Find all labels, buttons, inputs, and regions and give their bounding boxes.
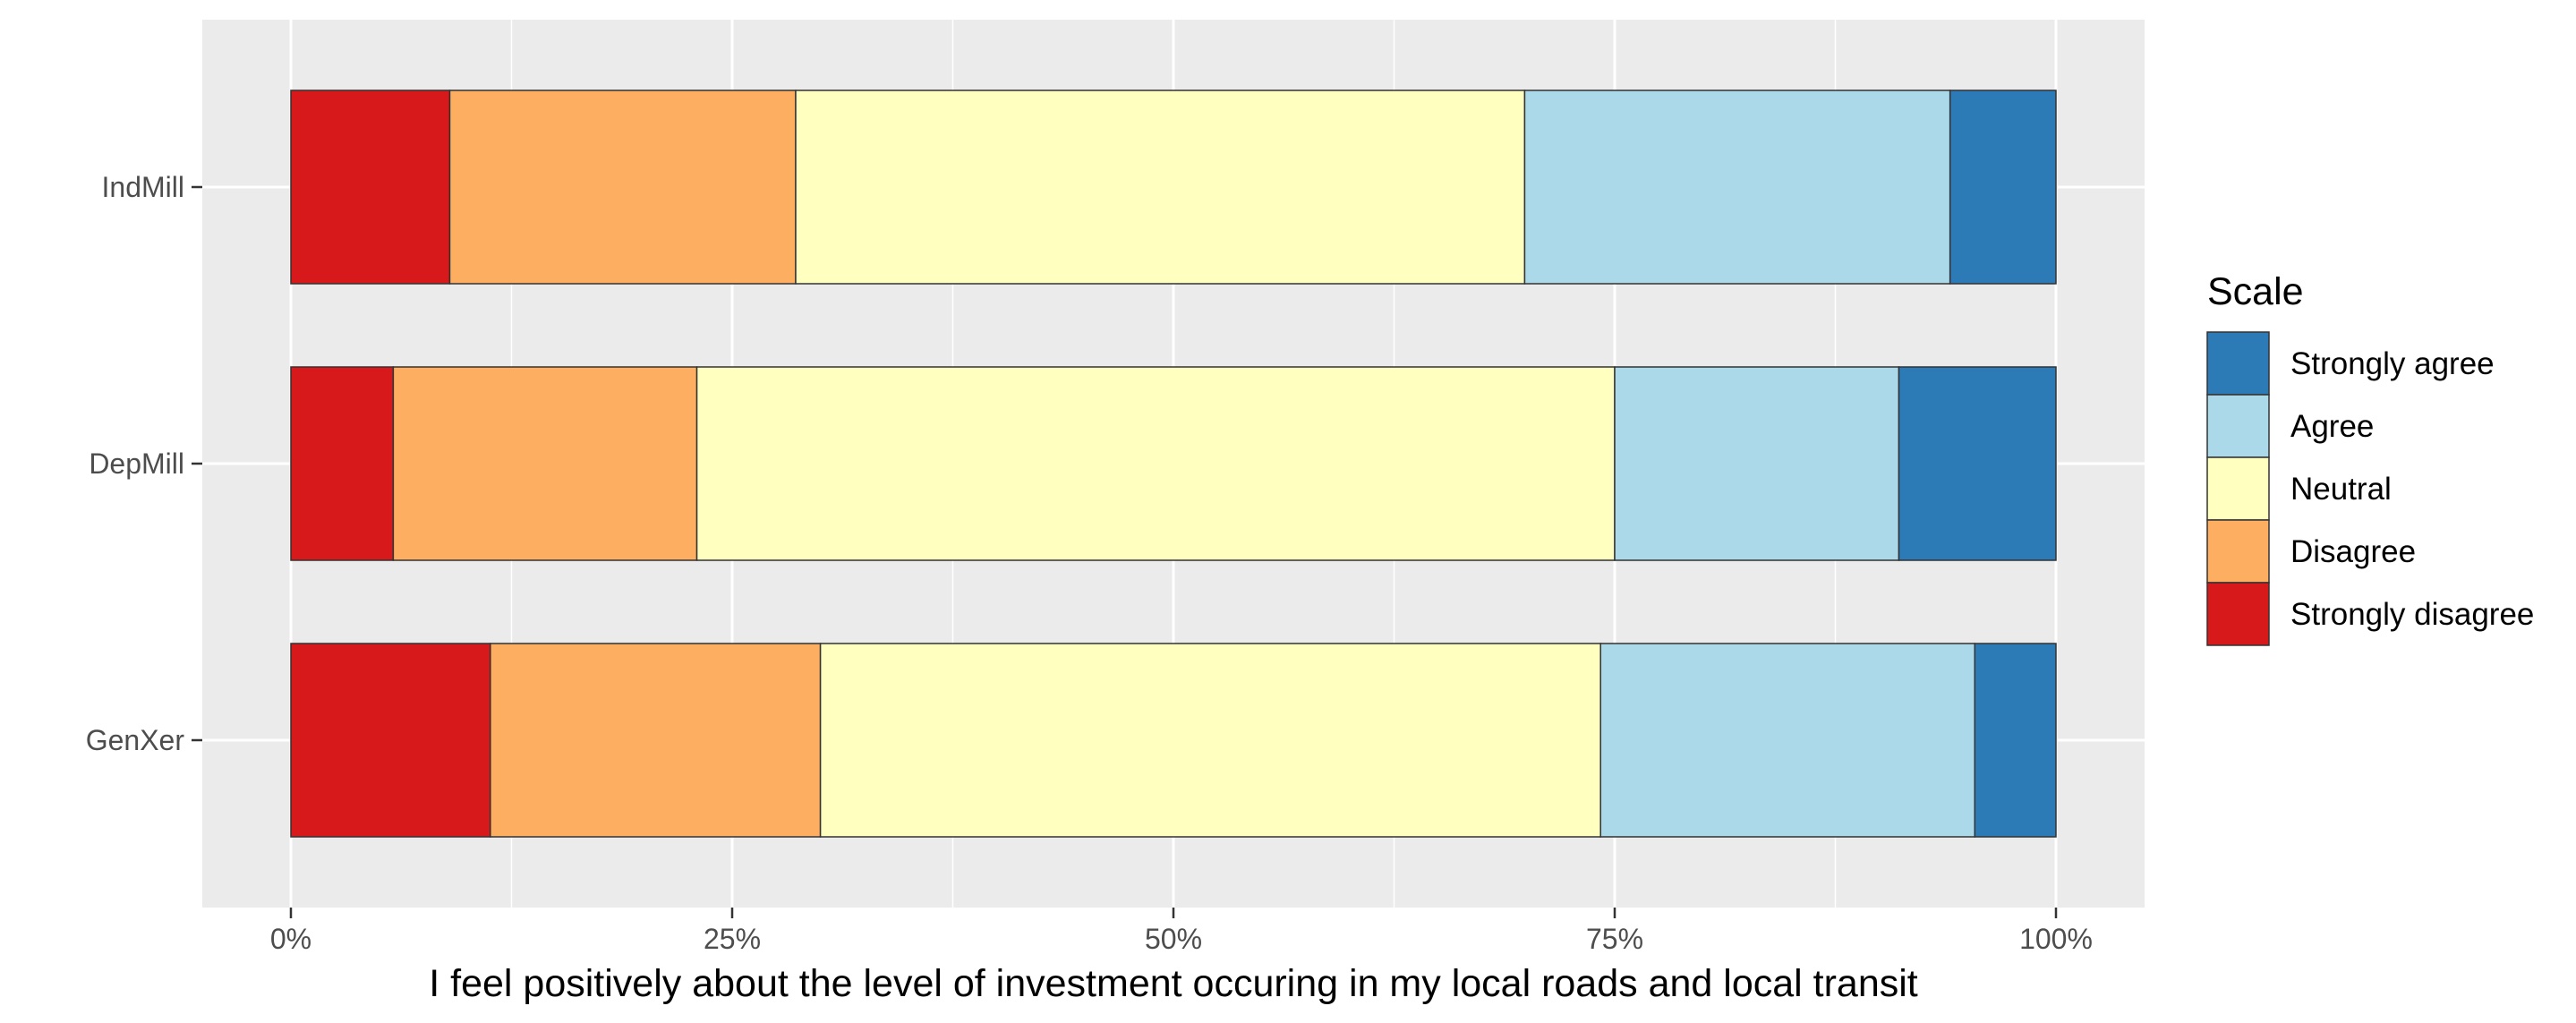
legend-label-disagree: Disagree	[2290, 534, 2416, 569]
legend-key-disagree	[2206, 519, 2270, 584]
legend-items: Strongly agree Agree Neutral Disagree Strong…	[2206, 331, 2534, 646]
legend-label-strongly-disagree: Strongly disagree	[2290, 597, 2534, 632]
bar-indmill-strongly-disagree	[290, 90, 451, 285]
x-tick-label: 25%	[704, 923, 761, 955]
x-tick-label: 50%	[1145, 923, 1202, 955]
y-axis: IndMill DepMill GenXer	[86, 171, 202, 756]
bar-depmill-disagree	[392, 366, 698, 561]
legend-label-agree: Agree	[2290, 409, 2374, 444]
legend-key-strongly-agree	[2206, 331, 2270, 396]
bar-depmill-strongly-disagree	[290, 366, 395, 561]
legend-label-strongly-agree: Strongly agree	[2290, 346, 2495, 381]
bar-depmill-neutral	[695, 366, 1616, 561]
legend-label-neutral: Neutral	[2290, 472, 2392, 507]
bar-genxer-neutral	[819, 643, 1601, 838]
x-axis: 0% 25% 50% 75% 100%	[270, 908, 2093, 955]
bar-genxer-disagree	[490, 643, 822, 838]
bar-indmill-strongly-agree	[1949, 90, 2057, 285]
bar-genxer-strongly-agree	[1974, 643, 2057, 838]
x-tick-label: 75%	[1586, 923, 1643, 955]
bar-indmill-disagree	[448, 90, 797, 285]
legend: Scale Strongly agree Agree Neutral Disagree…	[2206, 270, 2534, 646]
bar-depmill-agree	[1614, 366, 1900, 561]
legend-key-neutral	[2206, 456, 2270, 521]
x-axis-title: I feel positively about the level of inv…	[429, 962, 1918, 1005]
bar-indmill-neutral	[795, 90, 1526, 285]
legend-key-strongly-disagree	[2206, 582, 2270, 646]
x-tick-label: 0%	[270, 923, 311, 955]
bars	[290, 90, 2057, 838]
bar-genxer-agree	[1599, 643, 1976, 838]
bar-genxer-strongly-disagree	[290, 643, 491, 838]
legend-title: Scale	[2207, 270, 2304, 313]
y-tick-label: DepMill	[89, 448, 184, 480]
y-tick-label: GenXer	[86, 724, 185, 756]
legend-key-agree	[2206, 394, 2270, 458]
bar-indmill-agree	[1523, 90, 1951, 285]
y-tick-label: IndMill	[102, 171, 184, 203]
x-tick-label: 100%	[2019, 923, 2093, 955]
bar-depmill-strongly-agree	[1898, 366, 2057, 561]
